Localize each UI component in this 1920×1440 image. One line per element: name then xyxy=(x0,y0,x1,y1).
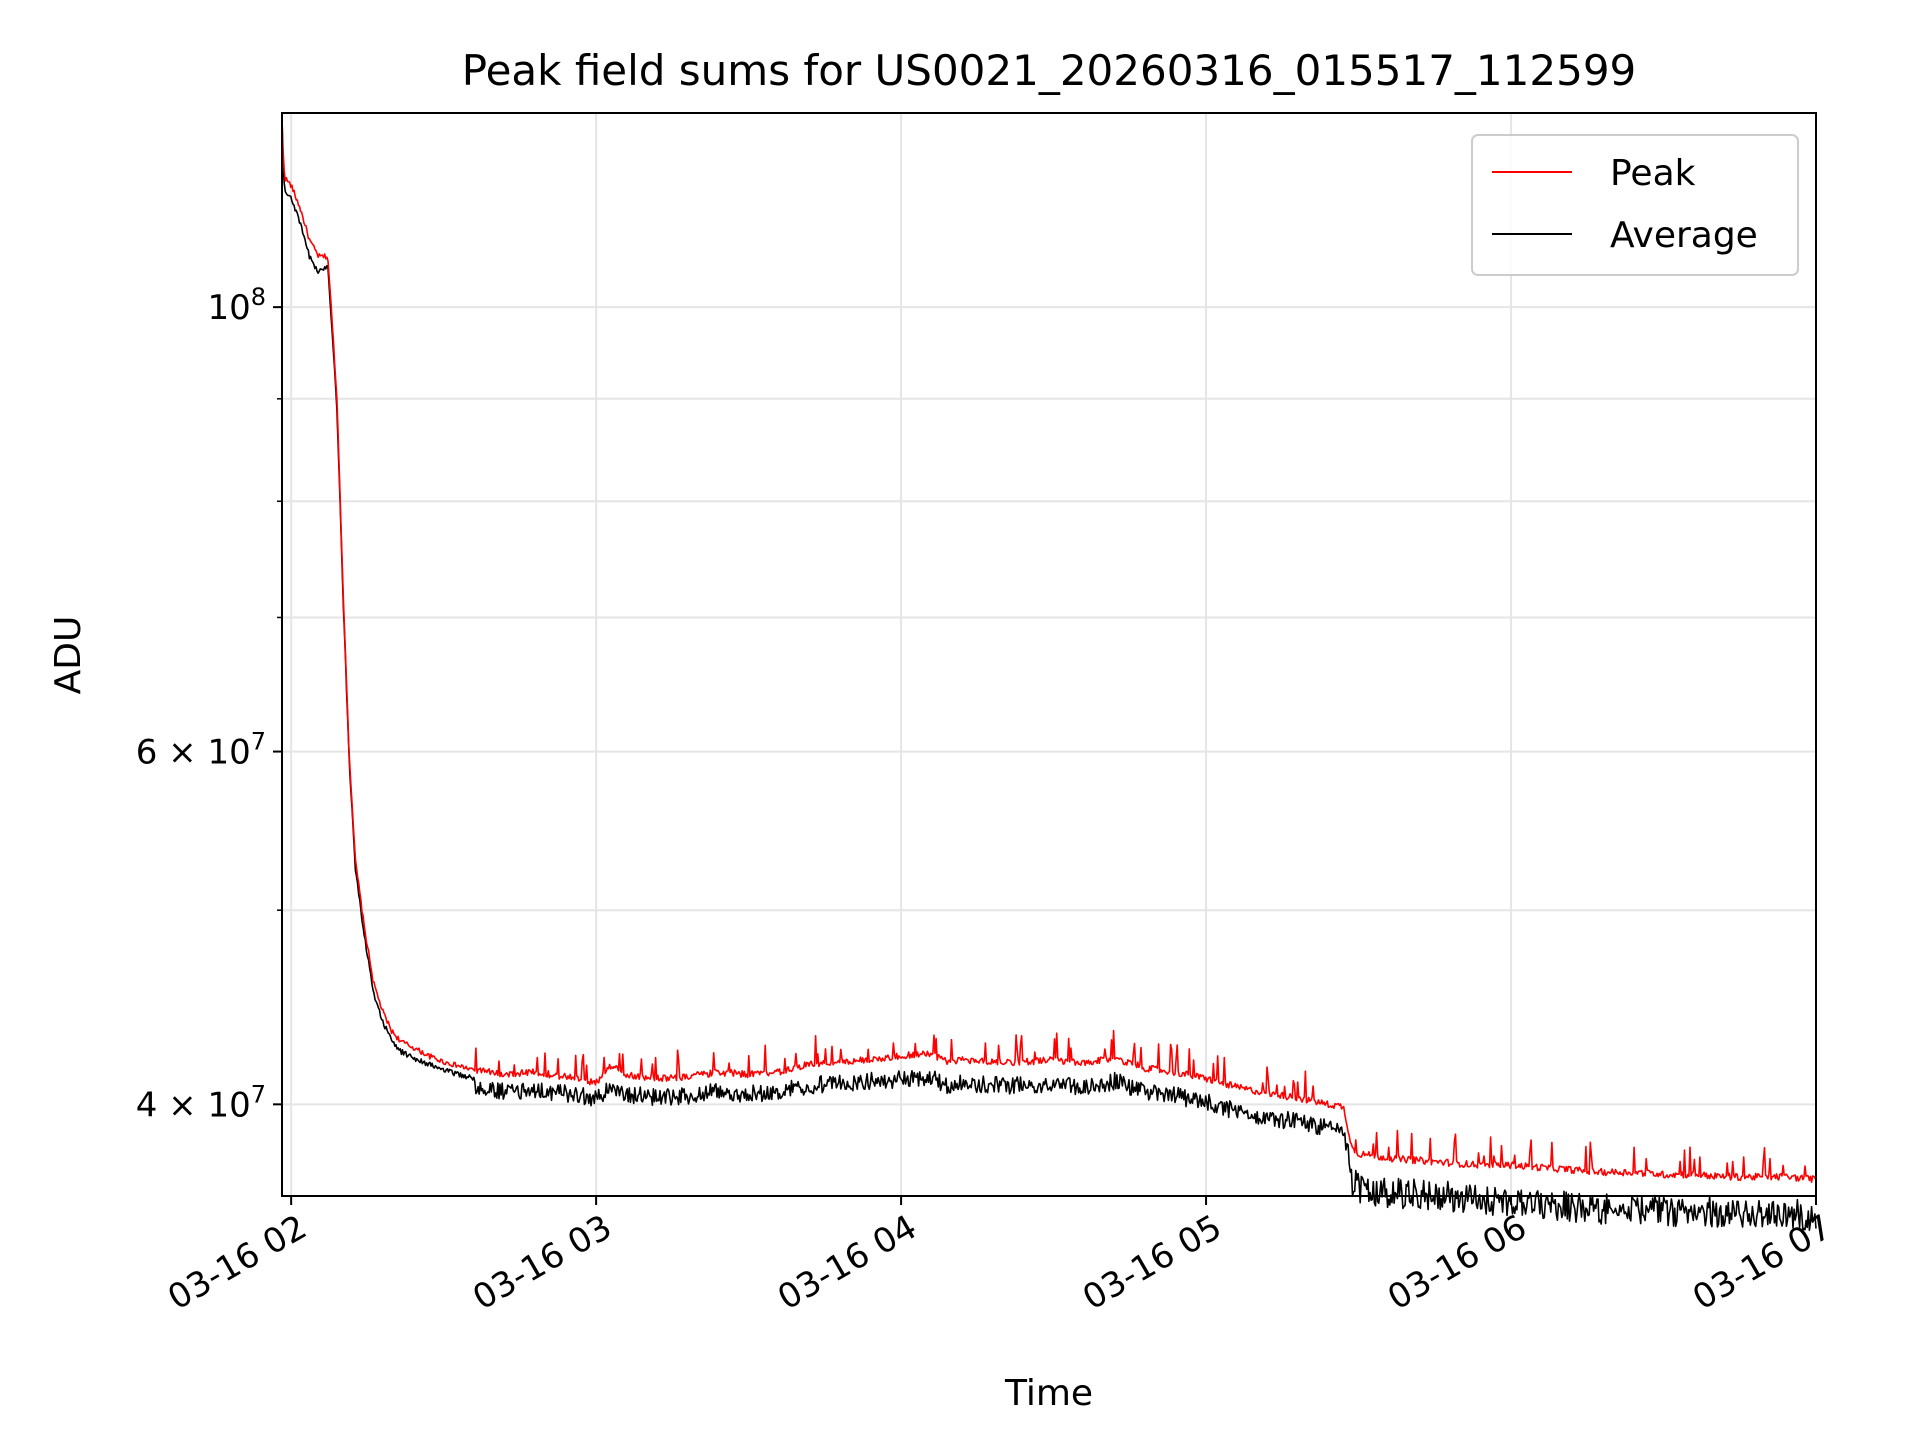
y-tick-label-exponent: 7 xyxy=(251,1080,266,1108)
y-tick-label-exponent: 8 xyxy=(251,283,266,311)
series-line-average xyxy=(281,118,1817,1232)
y-tick-label-base: 10 xyxy=(207,288,250,328)
y-axis-label: ADU xyxy=(48,616,89,695)
series-layer xyxy=(281,118,1817,1232)
chart-title: Peak field sums for US0021_20260316_0155… xyxy=(462,46,1637,95)
legend-box xyxy=(1471,134,1799,276)
x-axis-label: Time xyxy=(1004,1373,1093,1414)
y-tick-label: 4 × 107 xyxy=(136,1080,266,1125)
plot-frame xyxy=(281,112,1817,1197)
y-tick-label-exponent: 7 xyxy=(251,728,266,756)
y-tick-label: 108 xyxy=(207,283,266,328)
y-tick-label: 6 × 107 xyxy=(136,728,266,773)
legend-average-label: Average xyxy=(1610,215,1758,256)
y-tick-label-base: 4 × 10 xyxy=(136,1085,251,1125)
series-line-peak xyxy=(281,118,1817,1183)
y-tick-label-base: 6 × 10 xyxy=(136,733,251,773)
legend-peak-label: Peak xyxy=(1610,153,1696,194)
grid xyxy=(282,113,1817,1196)
legend: Peak Average xyxy=(1471,134,1799,276)
